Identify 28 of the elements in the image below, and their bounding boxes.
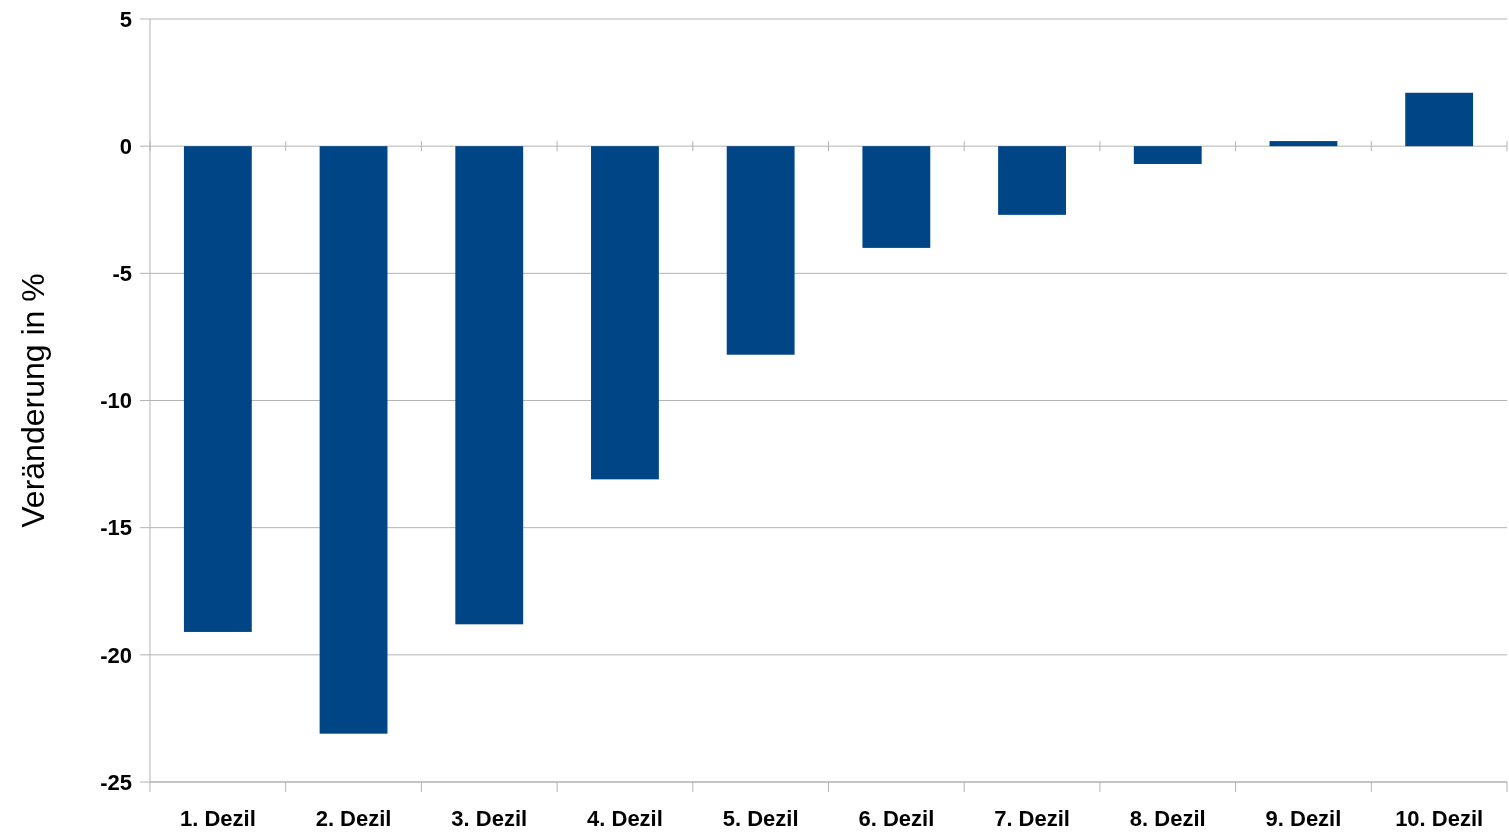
y-tick-label: -10 [100, 388, 132, 414]
y-tick-label: 5 [119, 6, 132, 32]
x-tick-label: 6. Dezil [858, 806, 935, 831]
y-axis-title: Veränderung in % [15, 273, 51, 528]
x-tick-label: 9. Dezil [1265, 806, 1342, 831]
x-tick-label: 4. Dezil [587, 806, 663, 831]
bar [862, 146, 931, 248]
x-tick-label: 1. Dezil [179, 806, 256, 831]
bar [726, 146, 795, 355]
bar [319, 146, 388, 734]
bar [1133, 146, 1202, 164]
x-tick-label: 2. Dezil [315, 806, 392, 831]
bar [183, 146, 252, 632]
bar [591, 146, 659, 480]
bar [1269, 141, 1338, 147]
bar [1405, 92, 1474, 147]
x-tick-label: 7. Dezil [994, 806, 1070, 831]
x-tick-label: 8. Dezil [1129, 806, 1206, 831]
y-tick-label: -5 [112, 261, 132, 287]
y-tick-label: 0 [119, 133, 132, 159]
bar [998, 146, 1066, 215]
x-tick-label: 10. Dezil [1395, 806, 1484, 831]
y-tick-label: -25 [100, 769, 132, 795]
y-tick-label: -15 [100, 515, 132, 541]
y-tick-label: -20 [100, 642, 132, 668]
x-tick-label: 3. Dezil [451, 806, 528, 831]
x-tick-label: 5. Dezil [722, 806, 799, 831]
bar [455, 146, 524, 625]
